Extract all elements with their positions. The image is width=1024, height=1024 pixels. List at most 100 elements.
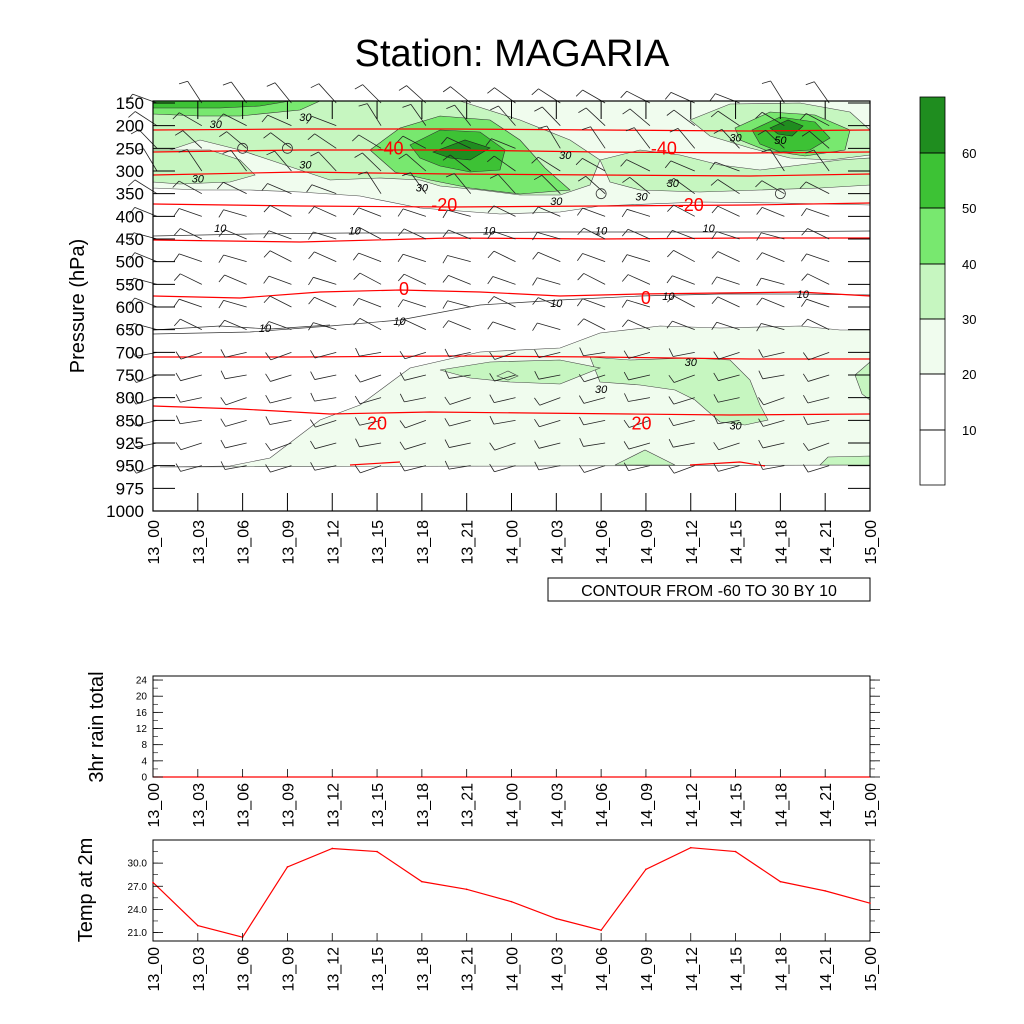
isotherm-minus20	[152, 202, 871, 208]
wind-barb-flag	[801, 318, 808, 327]
time-tick-label: 14_21	[818, 783, 835, 828]
wind-barb-staff	[761, 111, 785, 127]
time-tick-label: 13_03	[191, 947, 208, 992]
wind-barb-staff	[179, 112, 203, 127]
colorbar-labels: 10 20 30 40 50 60	[920, 146, 976, 438]
wind-barb-staff	[226, 131, 247, 149]
time-tick-label: 13_12	[325, 947, 342, 992]
wind-barb-flag	[577, 273, 585, 281]
wind-barb-staff	[628, 351, 651, 359]
wind-barb-staff	[808, 374, 830, 382]
colorbar-tick-label: 20	[962, 367, 976, 382]
wind-barb-flag	[263, 275, 270, 284]
colorbar-box-60plus	[919, 96, 946, 154]
wind-barb-flag	[442, 300, 448, 309]
time-tick-label: 13_15	[370, 783, 387, 828]
wind-barb-flag	[130, 396, 137, 405]
wind-barb-flag	[623, 371, 629, 381]
wind-barb-staff	[269, 419, 292, 425]
wind-barb-flag	[310, 419, 316, 428]
wind-barb-flag	[534, 418, 540, 427]
wind-barb-flag	[398, 153, 407, 160]
wind-barb-flag	[577, 207, 583, 216]
wind-barb-staff	[406, 85, 427, 104]
wind-barb-staff	[268, 230, 292, 240]
rain-y-axis: 0 4 8 12 16 20 24	[136, 676, 880, 784]
wind-barb-staff	[314, 374, 337, 380]
contour-label: 10	[550, 298, 563, 310]
wind-barb-staff	[672, 320, 695, 331]
wind-barb-staff	[808, 465, 830, 473]
time-tick-label: 14_06	[594, 520, 611, 565]
wind-barb-flag	[178, 149, 188, 153]
wind-barb-staff	[583, 227, 606, 240]
wind-barb-staff	[362, 152, 382, 172]
time-tick-label: 13_06	[236, 947, 253, 992]
temp-point	[734, 850, 737, 853]
wind-barb-flag	[532, 252, 539, 260]
wind-barb-staff	[717, 397, 740, 403]
wind-barb-flag	[713, 351, 719, 360]
contour-label: 10	[797, 289, 810, 301]
wind-barb-flag	[263, 132, 271, 139]
wind-barb-staff	[626, 208, 651, 217]
wind-barb-flag	[128, 207, 136, 215]
wind-barb-staff	[718, 465, 740, 472]
wind-barb-staff	[494, 351, 516, 360]
wind-barb-staff	[448, 465, 471, 470]
wind-barb-flag	[354, 374, 361, 383]
isotherm-minus40	[152, 149, 871, 154]
contour-label: 30	[729, 420, 742, 432]
wind-barb-flag	[353, 318, 361, 326]
y-tick-label: 0	[141, 773, 147, 784]
contour-label: 10	[703, 223, 716, 235]
time-tick-label: 15_00	[863, 783, 880, 828]
contour-label: 50	[774, 135, 787, 147]
wind-barb-flag	[667, 250, 674, 258]
time-tick-label: 14_12	[684, 520, 701, 565]
contour-label: 30	[416, 182, 429, 194]
wind-barb-flag	[489, 442, 496, 451]
contour-label: 30	[210, 119, 223, 131]
wind-barb-staff	[629, 419, 651, 428]
wind-barb-staff	[494, 374, 516, 382]
wind-barb-flag	[623, 419, 630, 428]
wind-barb-flag	[354, 395, 361, 404]
contour-info-box	[547, 577, 871, 602]
wind-barb-flag	[310, 371, 316, 380]
wind-barb-staff	[315, 419, 337, 428]
wind-barb-flag	[440, 137, 448, 145]
wind-barb-staff	[318, 83, 337, 104]
wind-barb-flag	[758, 418, 764, 427]
wind-barb-staff	[492, 321, 516, 331]
temp-point	[465, 888, 468, 891]
wind-barb-flag	[308, 277, 314, 286]
wind-barb-staff	[673, 442, 695, 448]
wind-barb-flag	[308, 296, 315, 305]
wind-barb-staff	[763, 419, 785, 427]
wind-barb-flag	[263, 230, 270, 239]
contour-label: 10	[393, 316, 406, 328]
wind-barb-flag	[758, 439, 764, 449]
y-tick-label: 27.0	[128, 882, 148, 893]
wind-barb-flag	[622, 108, 631, 115]
isotherm-label: 20	[367, 413, 387, 433]
wind-barb-flag	[128, 297, 136, 306]
wind-barb-staff	[186, 149, 203, 172]
wind-barb-flag	[218, 229, 225, 237]
wind-barb-staff	[402, 135, 427, 149]
wind-barb-flag	[130, 417, 137, 426]
wind-barb-staff	[538, 374, 561, 380]
wind-barb-staff	[180, 273, 202, 285]
wind-barb-staff	[410, 172, 427, 194]
pressure-tick-label: 550	[116, 275, 144, 294]
wind-barb-flag	[173, 298, 180, 307]
wind-barb-staff	[448, 374, 471, 379]
wind-barb-staff	[807, 419, 830, 425]
wind-barb-staff	[761, 232, 785, 240]
wind-barb-staff	[402, 253, 426, 263]
wind-barb-staff	[762, 442, 785, 449]
contour-label: 30	[595, 384, 608, 396]
wind-barb-flag	[621, 228, 629, 237]
